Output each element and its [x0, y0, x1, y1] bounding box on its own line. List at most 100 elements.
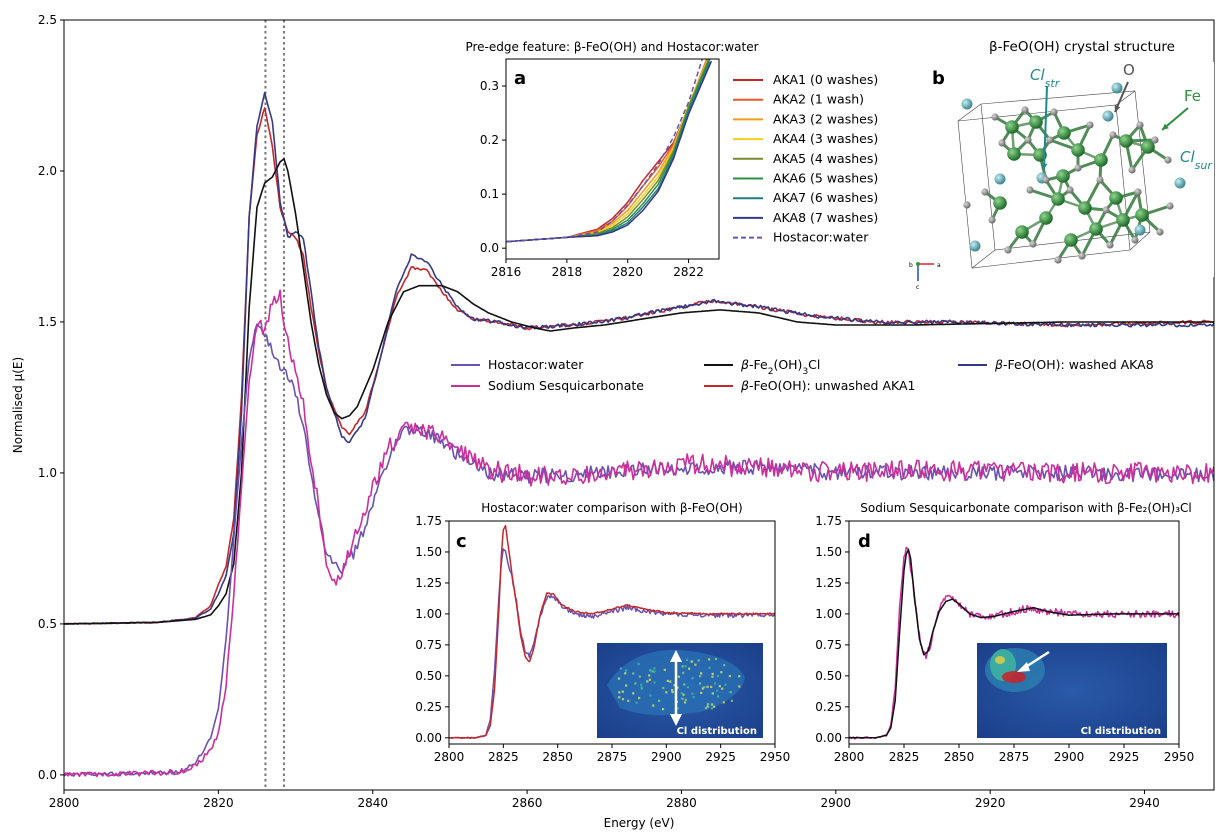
o-atom: [1021, 106, 1029, 114]
cl-map-c: Cl distribution: [597, 643, 763, 738]
o-atom: [1054, 256, 1062, 264]
fe-atom: [1005, 120, 1019, 134]
o-atom: [988, 216, 996, 224]
inset-a-legend-label-aka2-1-wash: AKA2 (1 wash): [773, 92, 864, 107]
main-legend-label-feo-oh-unwashed-aka1: β-FeO(OH): unwashed AKA1: [740, 378, 916, 393]
main-line-sodium-sesquicarbonate: [64, 289, 1214, 778]
panel-label-a: a: [514, 68, 526, 89]
inset-d-xtick-label: 2850: [944, 750, 975, 764]
o-atom: [1109, 131, 1117, 139]
fe-atom: [1109, 191, 1123, 205]
main-ytick-label: 1.0: [38, 466, 57, 480]
fe-atom: [1056, 169, 1070, 183]
o-atom: [1029, 240, 1037, 248]
o-atom: [1046, 136, 1054, 144]
label-o: O: [1123, 61, 1135, 79]
axis-c-label: c: [916, 284, 919, 291]
fe-atom: [1029, 115, 1043, 129]
inset-d-xtick-label: 2925: [1109, 750, 1140, 764]
inset-a-ytick-label: 0.2: [480, 133, 499, 147]
cl-map-c-caption: Cl distribution: [677, 726, 757, 737]
o-atom: [1042, 176, 1050, 184]
main-xtick-label: 2860: [512, 796, 543, 810]
o-atom: [991, 113, 999, 121]
main-axes-frame: [63, 19, 1215, 791]
cl-atom: [994, 173, 1006, 185]
o-atom: [1050, 108, 1058, 116]
inset-a-legend-label-hostacor-water: Hostacor:water: [773, 230, 869, 245]
cl-map-d-caption: Cl distribution: [1081, 726, 1161, 737]
fe-atom: [1039, 211, 1053, 225]
inset-c-ytick-label: 1.75: [415, 514, 442, 528]
inset-c-xtick-label: 2950: [760, 750, 791, 764]
o-atom: [1151, 136, 1159, 144]
o-atom: [1164, 156, 1172, 164]
main-ytick-label: 2.5: [38, 13, 57, 27]
fe-atom: [1119, 134, 1133, 148]
fe-atom: [1116, 213, 1130, 227]
fe-atom: [1064, 233, 1078, 247]
inset-a-title: Pre-edge feature: β-FeO(OH) and Hostacor…: [465, 40, 758, 54]
cl-map-d: Cl distribution: [977, 643, 1167, 738]
crystal-structure-panel: β-FeO(OH) crystal structure b Clstr O Fe Cl…: [909, 39, 1214, 291]
inset-c-hostacor: 2800 2825 2850 2875 2900 2925 2950 0.00 0.25 0.50…: [415, 501, 790, 764]
main-ytick-label: 0.5: [38, 617, 57, 631]
inset-a-legend: AKA1 (0 washes) AKA2 (1 wash) AKA3 (2 wash…: [733, 72, 878, 245]
inset-a-legend-label-aka6-5-washes: AKA6 (5 washes): [773, 171, 878, 186]
o-atom: [1106, 241, 1114, 249]
o-atom: [1136, 121, 1144, 129]
cl-atom: [961, 98, 973, 110]
y-axis-label: Normalised μ(E): [11, 357, 25, 453]
label-cl-str: Clstr: [1030, 66, 1061, 90]
inset-c-title: Hostacor:water comparison with β-FeO(OH): [481, 501, 742, 515]
inset-a-legend-label-aka8-7-washes: AKA8 (7 washes): [773, 210, 878, 225]
axis-b: [916, 262, 920, 266]
fe-atom: [1094, 153, 1108, 167]
inset-d-ytick-label: 1.75: [815, 514, 842, 528]
fe-atom: [1057, 126, 1071, 140]
inset-c-ytick-label: 0.75: [415, 638, 442, 652]
panel-label-c: c: [456, 531, 467, 552]
cl-atom: [1134, 224, 1146, 236]
main-line-hostacor-water: [64, 323, 1214, 777]
main-legend-label-sodium-sesquicarbonate: Sodium Sesquicarbonate: [488, 378, 644, 393]
fe-atom: [1141, 140, 1155, 154]
cl-atom: [1111, 82, 1123, 94]
inset-a-line-hostacor-water: [506, 59, 704, 243]
fe-atom: [1135, 208, 1149, 222]
fe-atom: [1007, 147, 1021, 161]
inset-c-xtick-label: 2850: [542, 750, 573, 764]
inset-a-ytick-label: 0.1: [480, 187, 499, 201]
inset-c-xtick-label: 2875: [597, 750, 628, 764]
fe-atom: [1033, 148, 1047, 162]
inset-d-title: Sodium Sesquicarbonate comparison with β…: [860, 501, 1191, 515]
main-plot: 2800 2820 2840 2860 2880 2900 2920 2940 0.0 0.5 1.…: [11, 13, 1215, 830]
x-axis-label: Energy (eV): [604, 816, 675, 830]
o-atom: [1066, 186, 1074, 194]
inset-c-ytick-label: 0.50: [415, 669, 442, 683]
o-atom: [1086, 121, 1094, 129]
main-ytick-label: 1.5: [38, 315, 57, 329]
o-atom: [1102, 206, 1110, 214]
inset-a-xtick-label: 2818: [552, 265, 583, 279]
o-atom: [963, 201, 971, 209]
o-atom: [1156, 228, 1164, 236]
inset-a-legend-label-aka7-6-washes: AKA7 (6 washes): [773, 190, 878, 205]
main-line-feo-oh-washed-aka8: [64, 91, 1214, 625]
axis-b-label: b: [909, 262, 913, 269]
main-xtick-label: 2820: [203, 796, 234, 810]
inset-c-xtick-label: 2900: [651, 750, 682, 764]
o-atom: [1004, 246, 1012, 254]
inset-a-legend-label-aka5-4-washes: AKA5 (4 washes): [773, 151, 878, 166]
o-atom: [998, 139, 1006, 147]
cl-atom: [1174, 177, 1186, 189]
inset-d-xtick-label: 2825: [889, 750, 920, 764]
inset-d-xtick-label: 2875: [999, 750, 1030, 764]
main-xtick-label: 2840: [357, 796, 388, 810]
inset-a-legend-label-aka1-0-washes: AKA1 (0 washes): [773, 72, 878, 87]
cl-atom: [969, 240, 981, 252]
inset-c-ytick-label: 0.00: [415, 731, 442, 745]
inset-d-ytick-label: 0.50: [815, 669, 842, 683]
o-atom: [1026, 186, 1034, 194]
